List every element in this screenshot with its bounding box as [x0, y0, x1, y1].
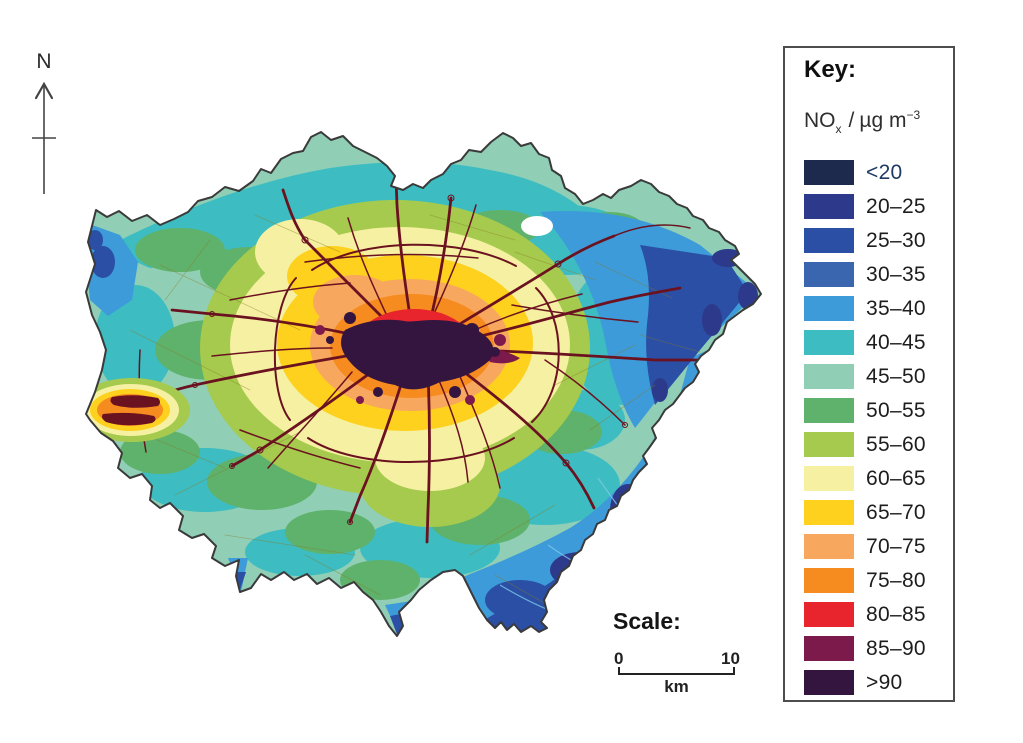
legend-range-label: 85–90 [866, 636, 926, 660]
legend-swatch [804, 568, 854, 593]
legend-swatch [804, 534, 854, 559]
scale-numbers: 0 10 [600, 649, 760, 668]
legend-range-label: 70–75 [866, 534, 926, 558]
legend-swatch [804, 670, 854, 695]
legend-swatch [804, 364, 854, 389]
legend-row: 85–90 [804, 636, 953, 661]
legend-range-label: 45–50 [866, 364, 926, 388]
road-radials [130, 176, 702, 544]
legend-swatch [804, 296, 854, 321]
legend-range-label: 30–35 [866, 262, 926, 286]
legend-row: 65–70 [804, 500, 953, 525]
legend-swatch [804, 330, 854, 355]
legend-range-label: >90 [866, 670, 903, 694]
legend-range-label: 40–45 [866, 330, 926, 354]
legend-row: 55–60 [804, 432, 953, 457]
heathrow-runway-bars [102, 395, 160, 426]
legend-row: 50–55 [804, 398, 953, 423]
legend-row: 80–85 [804, 602, 953, 627]
legend-range-label: 65–70 [866, 500, 926, 524]
scale-rule [618, 667, 735, 675]
legend-swatch [804, 398, 854, 423]
legend-swatch [804, 602, 854, 627]
legend-row: 30–35 [804, 262, 953, 287]
legend-row: 35–40 [804, 296, 953, 321]
scale-end-label: 10 [721, 649, 740, 668]
legend-quantity: NOx / µg m−3 [804, 102, 953, 142]
legend-swatch [804, 160, 854, 185]
scale-title: Scale: [613, 608, 681, 634]
scale-bar: Scale: 0 10 km [600, 608, 760, 697]
north-label: N [36, 50, 52, 73]
legend-range-label: 25–30 [866, 228, 926, 252]
legend-range-label: <20 [866, 160, 903, 184]
legend-range-label: 35–40 [866, 296, 926, 320]
legend-quantity-unit: µg m [859, 109, 907, 132]
legend-row: <20 [804, 160, 953, 185]
legend-row: 75–80 [804, 568, 953, 593]
road-network [91, 176, 702, 544]
road-junction-hotspots [192, 194, 628, 525]
legend-range-label: 20–25 [866, 194, 926, 218]
legend-quantity-exponent: −3 [906, 108, 921, 122]
legend-row: 20–25 [804, 194, 953, 219]
legend-swatch [804, 636, 854, 661]
north-arrow-icon [32, 81, 56, 194]
north-arrow: N [24, 50, 64, 198]
legend-range-label: 75–80 [866, 568, 926, 592]
legend-swatch [804, 466, 854, 491]
legend-quantity-subscript: x [835, 122, 842, 136]
greater-london-boundary [85, 131, 762, 637]
scale-start-label: 0 [614, 649, 624, 668]
legend-range-label: 50–55 [866, 398, 926, 422]
legend-row: 40–45 [804, 330, 953, 355]
reservoir-patch [521, 216, 553, 236]
legend-swatch [804, 432, 854, 457]
legend-swatch [804, 262, 854, 287]
legend-row: 70–75 [804, 534, 953, 559]
legend-range-label: 60–65 [866, 466, 926, 490]
legend-quantity-symbol: NO [804, 109, 836, 132]
legend-row: >90 [804, 670, 953, 695]
legend-range-label: 80–85 [866, 602, 926, 626]
legend-row: 60–65 [804, 466, 953, 491]
heathrow-hotspot [86, 378, 190, 442]
legend-row: 25–30 [804, 228, 953, 253]
legend-swatch [804, 500, 854, 525]
legend: Key: NOx / µg m−3 <20 20–25 25–30 30–35 35… [783, 46, 955, 702]
core-over-90 [326, 312, 500, 398]
legend-range-label: 55–60 [866, 432, 926, 456]
legend-entries: <20 20–25 25–30 30–35 35–40 40–45 45–50 [804, 160, 953, 695]
legend-swatch [804, 194, 854, 219]
legend-quantity-separator: / [848, 109, 855, 132]
legend-title: Key: [804, 56, 857, 83]
legend-row: 45–50 [804, 364, 953, 389]
legend-swatch [804, 228, 854, 253]
scale-unit-label: km [664, 677, 689, 696]
